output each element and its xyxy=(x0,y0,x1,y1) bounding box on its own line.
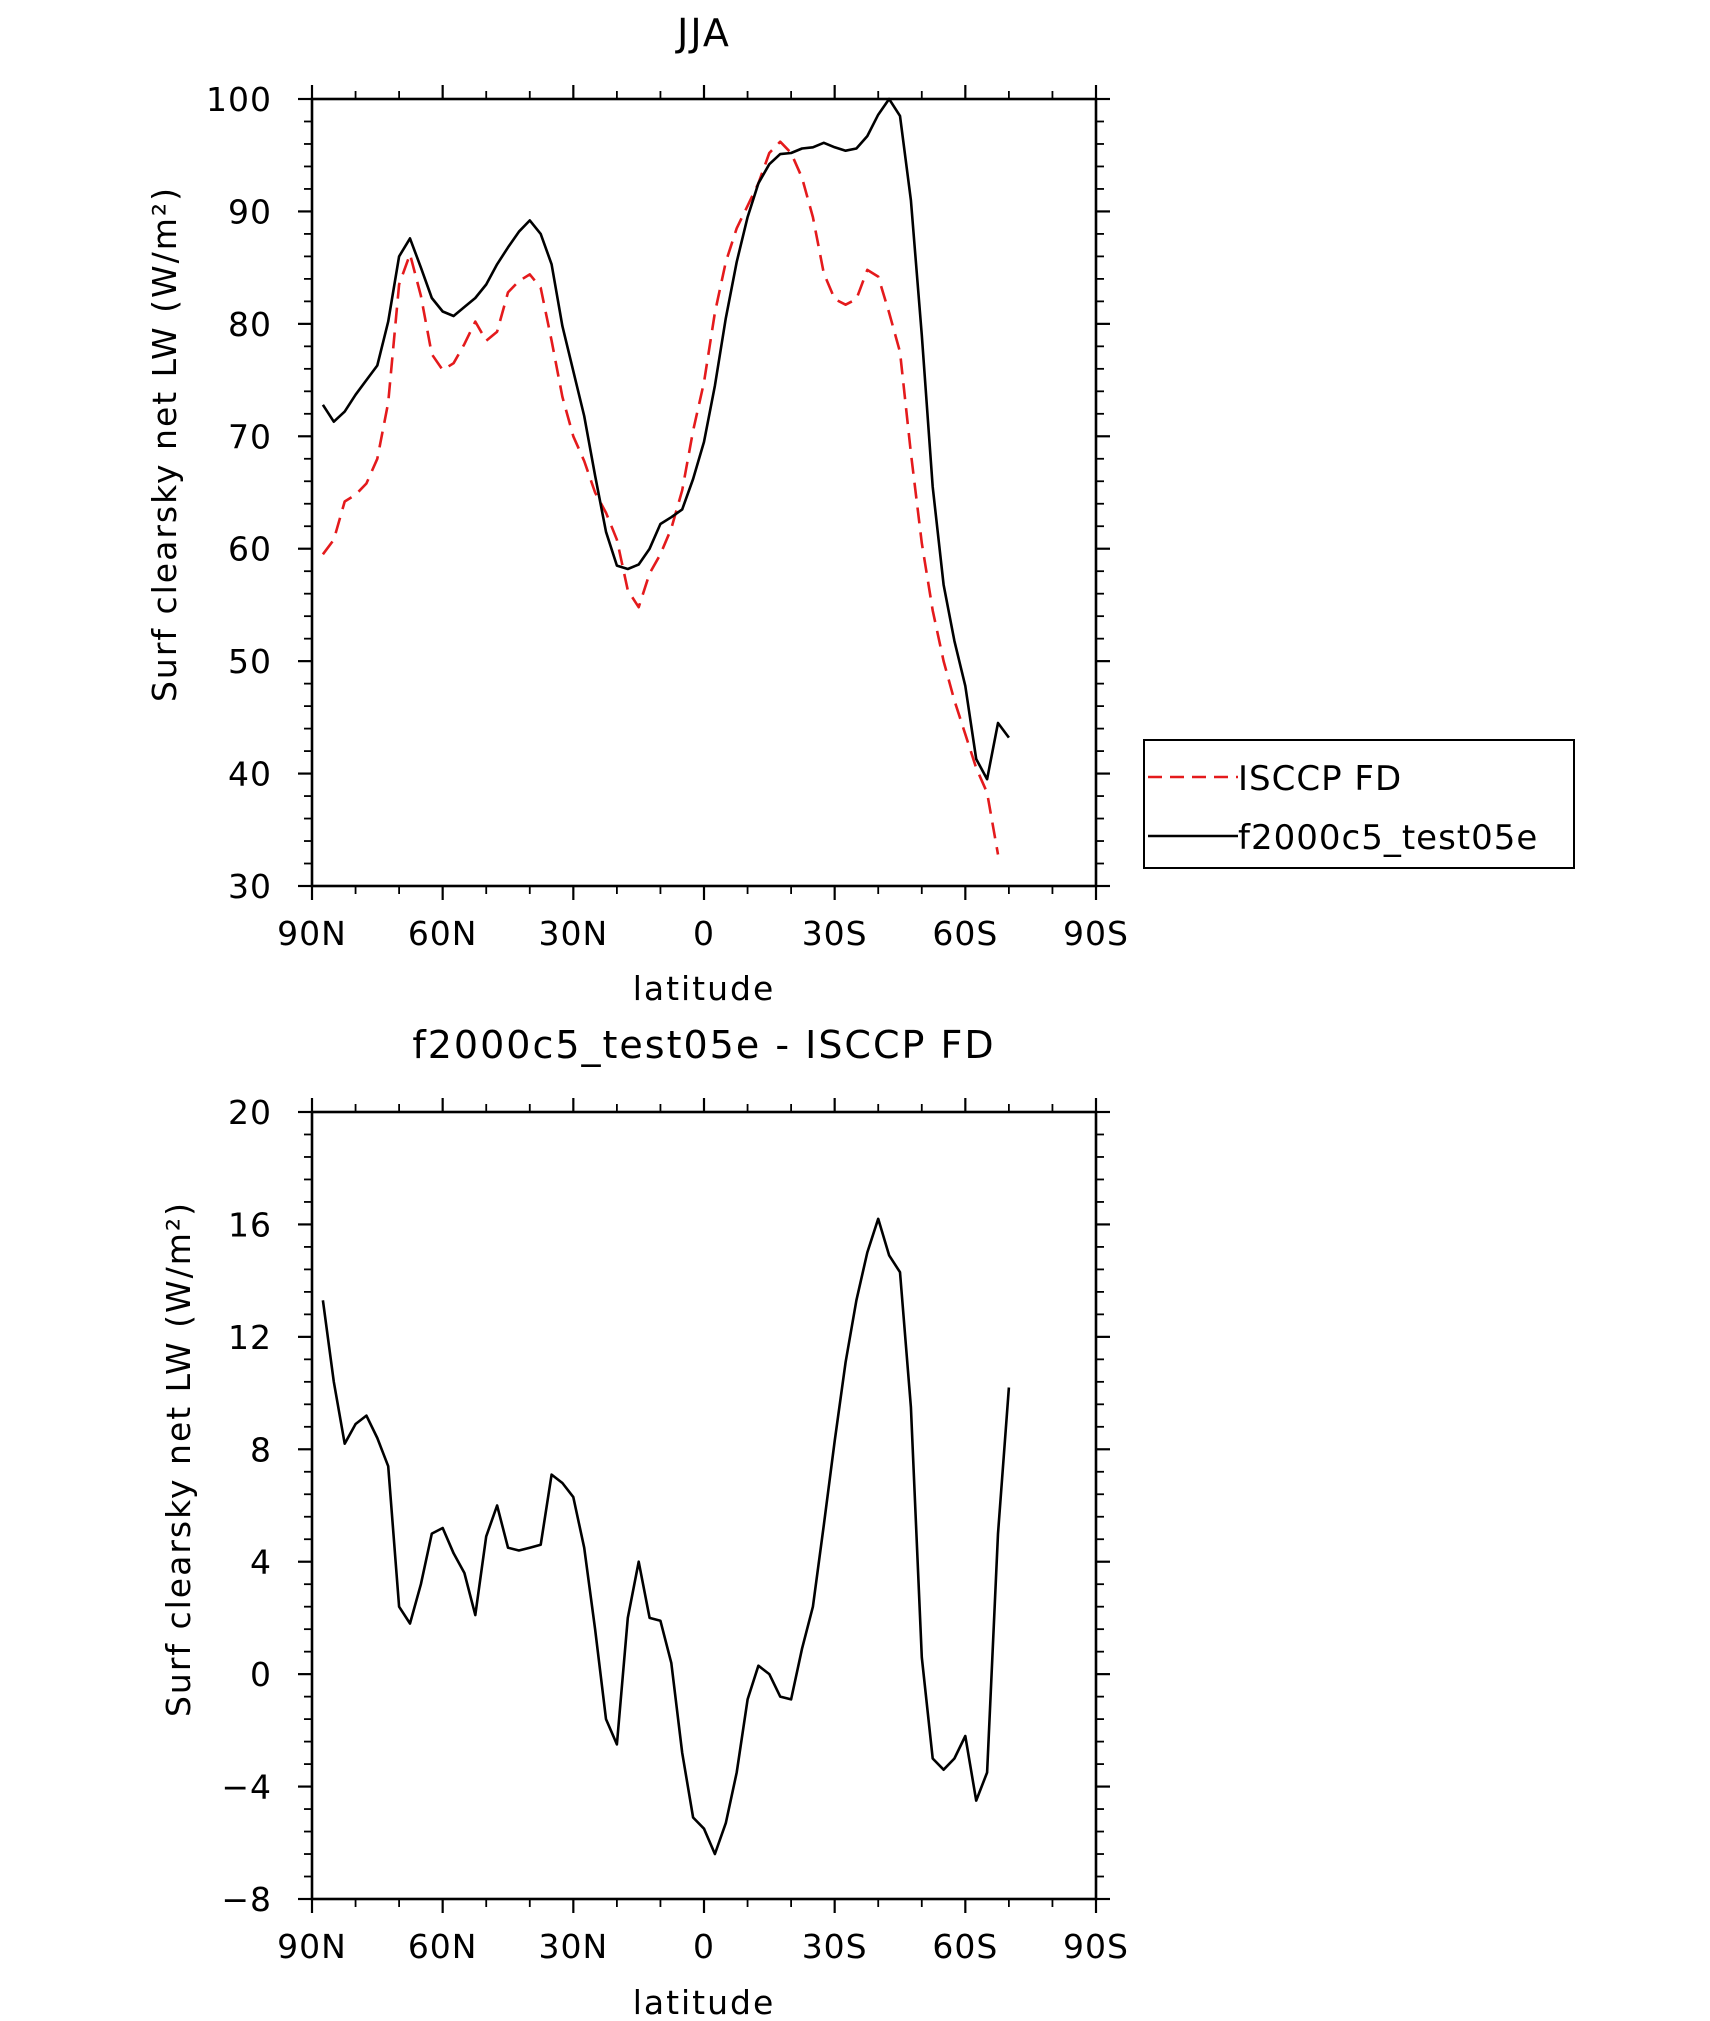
x-tick-label: 60S xyxy=(932,1927,998,1966)
series-line-f2000c5-test05e xyxy=(321,97,1010,781)
legend-box xyxy=(1143,739,1575,869)
x-tick-label: 90N xyxy=(277,914,347,953)
y-tick-label: 12 xyxy=(228,1318,272,1357)
series-line-isccp-fd xyxy=(321,140,1000,855)
chart-title: f2000c5_test05e - ISCCP FD xyxy=(412,1023,995,1067)
chart-title: JJA xyxy=(675,11,731,55)
y-tick-label: 0 xyxy=(250,1655,272,1694)
plot-frame xyxy=(310,1110,1098,1901)
panel-bottom-difference: f2000c5_test05e - ISCCP FD latitude Surf… xyxy=(159,1023,1129,2021)
y-tick-label: 50 xyxy=(228,642,272,681)
x-tick-label: 30N xyxy=(538,914,608,953)
y-axis-label: Surf clearsky net LW (W/m²) xyxy=(145,186,184,702)
x-tick-label: 90N xyxy=(277,1927,347,1966)
x-tick-label: 60N xyxy=(408,1927,478,1966)
y-tick-label: 40 xyxy=(228,755,272,794)
panel-top-jja: JJA latitude Surf clearsky net LW (W/m²)… xyxy=(145,11,1575,1008)
x-tick-label: 30S xyxy=(802,1927,868,1966)
legend: ISCCP FD f2000c5_test05e xyxy=(1143,739,1575,869)
y-tick-label: 20 xyxy=(228,1093,272,1132)
x-tick-label: 60S xyxy=(932,914,998,953)
x-tick-label: 60N xyxy=(408,914,478,953)
x-tick-label: 0 xyxy=(693,1927,715,1966)
y-tick-label: 60 xyxy=(228,530,272,569)
x-axis-label: latitude xyxy=(633,969,776,1008)
x-tick-label: 30S xyxy=(802,914,868,953)
x-axis-label: latitude xyxy=(633,1983,776,2021)
y-axis-label: Surf clearsky net LW (W/m²) xyxy=(159,1201,198,1717)
y-tick-label: 8 xyxy=(250,1430,272,1469)
legend-label-model: f2000c5_test05e xyxy=(1238,818,1538,858)
x-tick-label: 90S xyxy=(1063,1927,1129,1966)
y-tick-label: 80 xyxy=(228,305,272,344)
x-tick-label: 0 xyxy=(693,914,715,953)
y-tick-label: 30 xyxy=(228,867,272,906)
series-line-difference xyxy=(321,1217,1011,1856)
y-tick-label: 4 xyxy=(250,1543,272,1582)
y-tick-label: −4 xyxy=(221,1768,272,1807)
x-tick-label: 30N xyxy=(538,1927,608,1966)
y-tick-label: 90 xyxy=(228,192,272,231)
y-tick-label: 70 xyxy=(228,417,272,456)
y-tick-label: −8 xyxy=(221,1880,272,1919)
y-tick-label: 16 xyxy=(228,1205,272,1244)
x-tick-label: 90S xyxy=(1063,914,1129,953)
plot-frame xyxy=(310,97,1098,888)
y-tick-label: 100 xyxy=(206,80,272,119)
legend-label-isccp: ISCCP FD xyxy=(1238,759,1402,799)
